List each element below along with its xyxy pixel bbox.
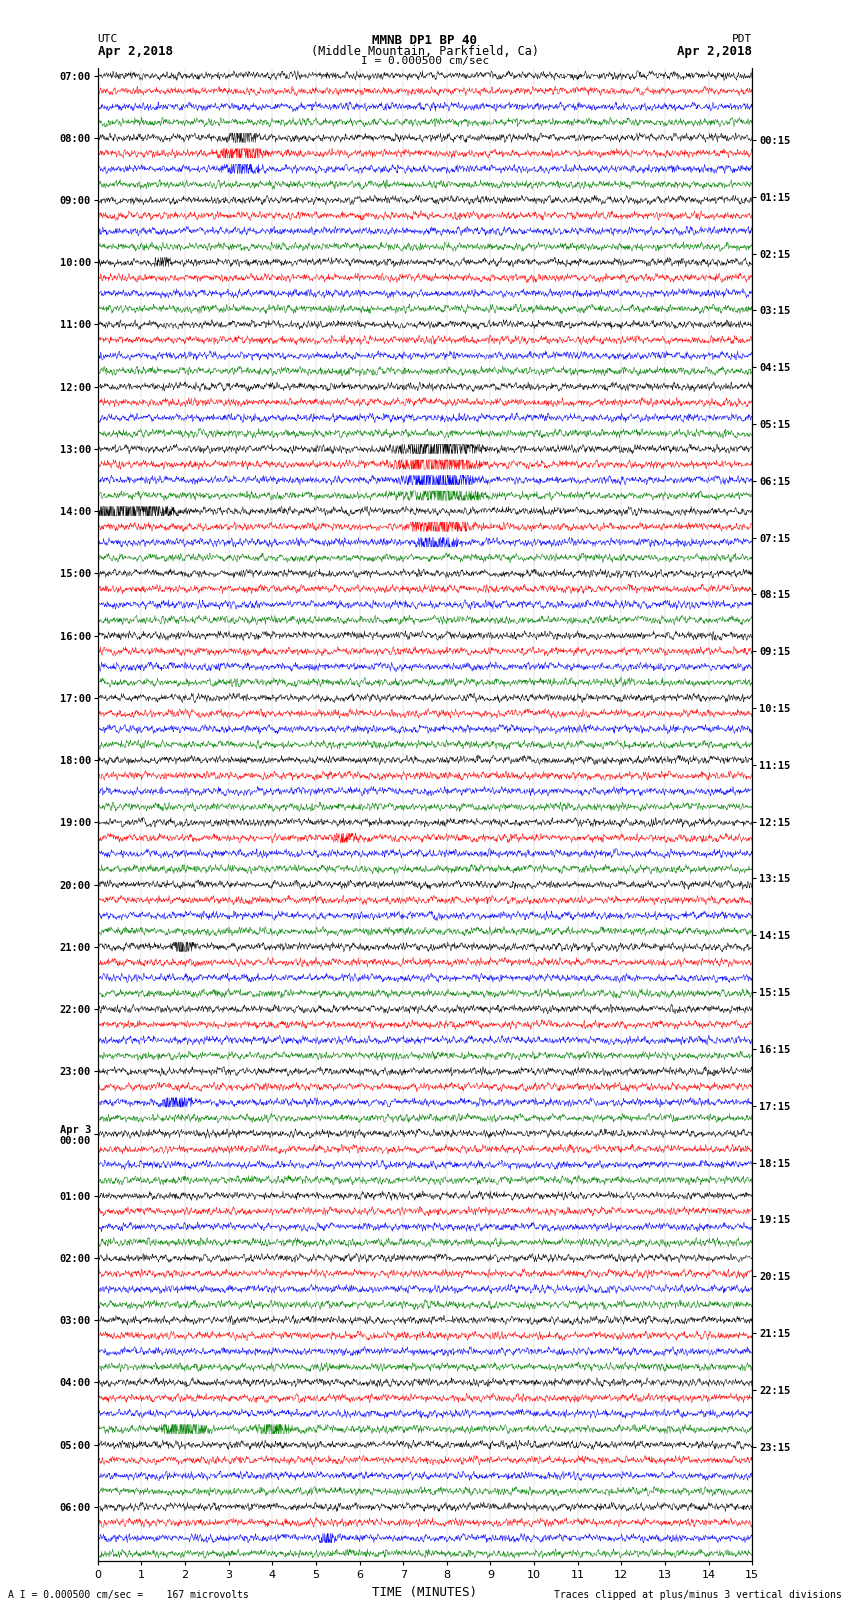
Text: MMNB DP1 BP 40: MMNB DP1 BP 40 [372,34,478,47]
Text: UTC: UTC [98,34,118,44]
Text: I = 0.000500 cm/sec: I = 0.000500 cm/sec [361,56,489,66]
Text: A I = 0.000500 cm/sec =    167 microvolts: A I = 0.000500 cm/sec = 167 microvolts [8,1590,249,1600]
Text: PDT: PDT [732,34,752,44]
Text: (Middle Mountain, Parkfield, Ca): (Middle Mountain, Parkfield, Ca) [311,45,539,58]
Text: Apr 2,2018: Apr 2,2018 [677,45,752,58]
Text: Apr 2,2018: Apr 2,2018 [98,45,173,58]
X-axis label: TIME (MINUTES): TIME (MINUTES) [372,1586,478,1598]
Text: Traces clipped at plus/minus 3 vertical divisions: Traces clipped at plus/minus 3 vertical … [553,1590,842,1600]
